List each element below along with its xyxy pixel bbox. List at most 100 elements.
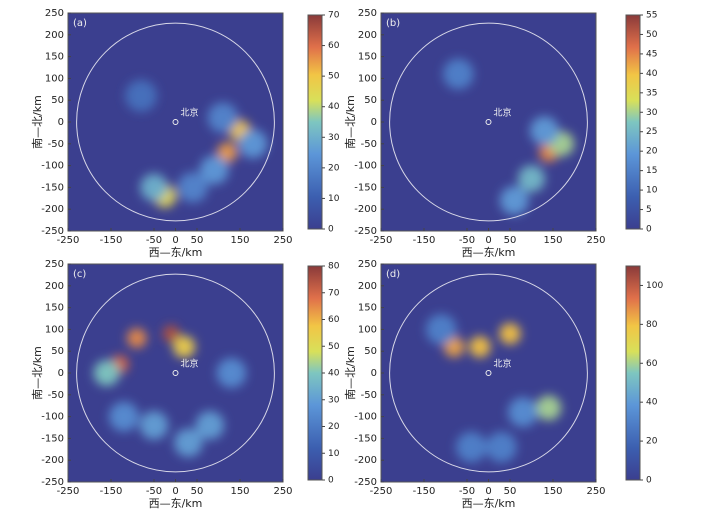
plot-background	[381, 13, 596, 231]
y-tick-label: -250	[41, 477, 64, 488]
panel-label: (d)	[386, 269, 400, 280]
echo-cell	[177, 172, 208, 203]
y-tick-label: 250	[358, 8, 377, 19]
y-tick-label: 200	[45, 281, 64, 292]
y-tick-label: 200	[45, 30, 64, 41]
x-tick-label: 250	[273, 486, 292, 497]
colorbar-tick-label: 5	[646, 205, 652, 215]
colorbar-tick-label: 60	[328, 41, 340, 51]
y-tick-label: -200	[41, 204, 64, 215]
colorbar-tick-label: 25	[646, 127, 657, 137]
x-tick-label: -150	[100, 235, 123, 246]
y-tick-label: 250	[45, 259, 64, 270]
echo-cell	[425, 314, 457, 345]
field-blur	[425, 314, 562, 463]
x-tick-label: -150	[413, 486, 436, 497]
colorbar	[307, 265, 323, 481]
colorbar-tick-label: 50	[328, 342, 340, 352]
y-tick-label: 250	[45, 8, 64, 19]
colorbar-tick-label: 45	[646, 49, 657, 59]
y-tick-label: -100	[354, 161, 377, 172]
colorbar-tick-label: 100	[646, 281, 663, 291]
field-blur	[125, 79, 268, 208]
y-tick-label: 0	[371, 368, 377, 379]
echo-cell	[172, 335, 196, 358]
echo-cell	[93, 360, 120, 386]
panel-label: (c)	[73, 269, 86, 280]
y-axis-label: 南—北/km	[344, 346, 357, 400]
colorbar-tick-label: 70	[328, 11, 340, 21]
colorbar-tick-label: 80	[328, 262, 340, 272]
x-tick-label: 250	[586, 486, 605, 497]
y-axis-label: 南—北/km	[31, 346, 44, 400]
colorbar-tick-label: 55	[646, 11, 657, 21]
field	[389, 22, 588, 222]
y-tick-label: 100	[358, 73, 377, 84]
echo-cell	[207, 102, 238, 133]
x-tick-label: -50	[459, 486, 475, 497]
y-tick-label: 200	[358, 30, 377, 41]
y-tick-label: 200	[358, 281, 377, 292]
x-axis-label: 西—东/km	[462, 497, 516, 510]
echo-cell	[536, 395, 562, 421]
y-tick-label: -200	[354, 455, 377, 466]
y-tick-label: 50	[51, 346, 64, 357]
y-tick-label: -250	[354, 477, 377, 488]
y-tick-label: -100	[41, 161, 64, 172]
y-tick-label: 50	[51, 95, 64, 106]
x-tick-label: -150	[413, 235, 436, 246]
colorbar-tick-label: 70	[328, 288, 340, 298]
x-tick-label: 250	[586, 235, 605, 246]
range-ring	[76, 22, 275, 222]
echo-cell	[109, 401, 139, 432]
colorbar-tick-label: 40	[646, 69, 658, 79]
echo-cell	[140, 173, 168, 202]
y-tick-label: 150	[358, 52, 377, 63]
y-tick-label: -150	[354, 433, 377, 444]
colorbar-tick-label: 40	[328, 369, 340, 379]
y-tick-label: -100	[354, 412, 377, 423]
field-blur	[443, 58, 575, 215]
colorbar-tick-label: 30	[328, 395, 340, 405]
echo-cell	[174, 428, 203, 458]
x-axis-label: 西—东/km	[149, 246, 203, 259]
y-tick-label: -200	[41, 455, 64, 466]
echo-cell	[216, 358, 247, 388]
y-tick-label: 0	[371, 117, 377, 128]
y-tick-label: -200	[354, 204, 377, 215]
field	[76, 22, 275, 222]
x-tick-label: -50	[146, 486, 162, 497]
y-tick-label: 150	[358, 303, 377, 314]
city-label: 北京	[494, 107, 512, 119]
y-tick-label: 100	[358, 324, 377, 335]
field	[389, 273, 588, 473]
x-tick-label: 150	[230, 486, 249, 497]
colorbar	[625, 14, 641, 230]
x-tick-label: 150	[543, 486, 562, 497]
colorbar-tick-label: 35	[646, 88, 657, 98]
y-tick-label: -50	[361, 139, 377, 150]
y-axis-label: 南—北/km	[344, 95, 357, 149]
x-tick-label: -250	[370, 486, 393, 497]
echo-cell	[216, 142, 238, 163]
echo-cell	[195, 411, 225, 440]
colorbar-tick-label: 0	[646, 476, 652, 486]
echo-cell	[126, 328, 147, 348]
echo-cell	[443, 58, 474, 90]
y-tick-label: -50	[48, 139, 64, 150]
echo-cell	[238, 129, 268, 159]
colorbar-tick-label: 30	[646, 108, 658, 118]
colorbar-tick-label: 10	[328, 449, 340, 459]
y-tick-label: 50	[364, 346, 377, 357]
colorbar-tick-label: 50	[328, 72, 340, 82]
x-tick-label: -150	[100, 486, 123, 497]
y-tick-label: -250	[41, 226, 64, 237]
x-tick-label: -250	[57, 486, 80, 497]
echo-cell	[139, 411, 169, 440]
colorbar-tick-label: 0	[328, 225, 334, 235]
y-tick-label: -100	[41, 412, 64, 423]
colorbar-tick-label: 10	[328, 194, 340, 204]
city-marker	[172, 119, 179, 125]
colorbar	[307, 14, 323, 230]
